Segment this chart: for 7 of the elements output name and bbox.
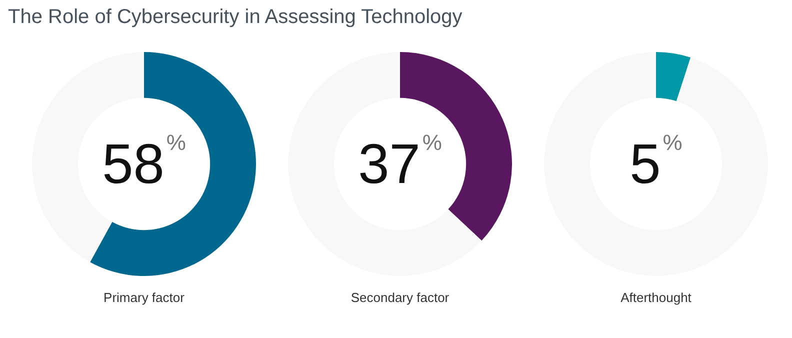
data-label: 37$^{%}$ [358, 130, 442, 195]
data-label: 58$^{%}$ [102, 130, 186, 195]
chart-title: The Role of Cybersecurity in Assessing Technology [8, 6, 464, 30]
data-label: 5$^{%}$ [630, 130, 682, 195]
text: Primary factor [104, 290, 184, 305]
text: Afterthought [620, 290, 692, 305]
text: Secondary factor [350, 290, 450, 305]
